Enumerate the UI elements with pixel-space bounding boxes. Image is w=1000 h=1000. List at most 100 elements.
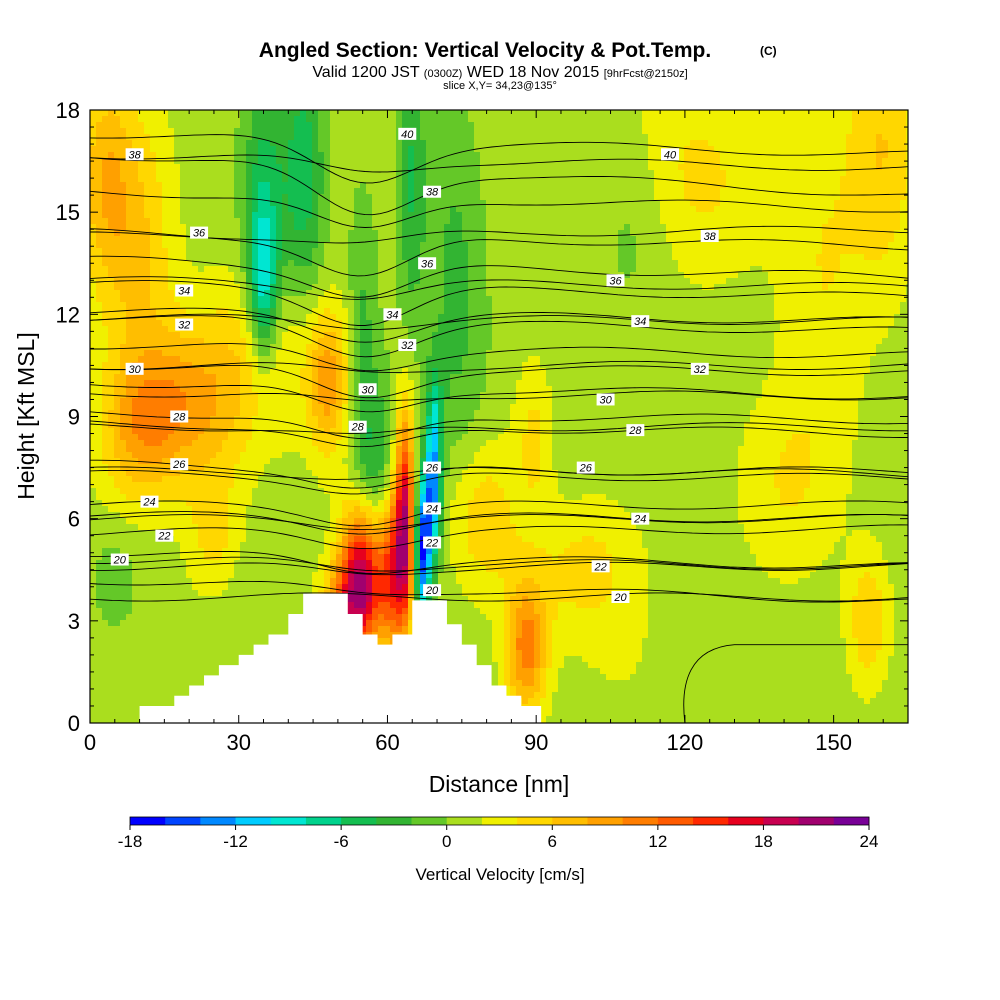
velocity-cell	[288, 410, 295, 417]
velocity-cell	[294, 452, 301, 459]
velocity-cell	[108, 434, 115, 441]
velocity-cell	[348, 488, 355, 495]
velocity-cell	[114, 650, 121, 657]
velocity-cell	[312, 230, 319, 237]
velocity-cell	[168, 506, 175, 513]
velocity-cell	[186, 596, 193, 603]
velocity-cell	[228, 218, 235, 225]
velocity-cell	[276, 320, 283, 327]
velocity-cell	[216, 254, 223, 261]
velocity-cell	[132, 416, 139, 423]
velocity-cell	[144, 206, 151, 213]
velocity-cell	[150, 236, 157, 243]
velocity-cell	[102, 638, 109, 645]
velocity-cell	[138, 212, 145, 219]
velocity-cell	[192, 320, 199, 327]
velocity-cell	[96, 350, 103, 357]
velocity-cell	[282, 194, 289, 201]
velocity-cell	[102, 494, 109, 501]
velocity-cell	[222, 290, 229, 297]
velocity-cell	[222, 194, 229, 201]
velocity-cell	[348, 182, 355, 189]
velocity-cell	[276, 452, 283, 459]
velocity-cell	[300, 464, 307, 471]
velocity-cell	[360, 362, 367, 369]
velocity-cell	[360, 488, 367, 495]
velocity-cell	[126, 272, 133, 279]
velocity-cell	[270, 590, 277, 597]
velocity-cell	[234, 266, 241, 273]
velocity-cell	[210, 482, 217, 489]
velocity-cell	[270, 434, 277, 441]
velocity-cell	[96, 314, 103, 321]
velocity-cell	[342, 374, 349, 381]
velocity-cell	[306, 326, 313, 333]
velocity-cell	[378, 338, 385, 345]
velocity-cell	[126, 554, 133, 561]
velocity-cell	[300, 506, 307, 513]
velocity-cell	[360, 158, 367, 165]
velocity-cell	[300, 140, 307, 147]
velocity-cell	[150, 188, 157, 195]
velocity-cell	[216, 302, 223, 309]
velocity-cell	[192, 290, 199, 297]
velocity-cell	[246, 596, 253, 603]
velocity-cell	[288, 224, 295, 231]
velocity-cell	[120, 368, 127, 375]
velocity-cell	[216, 218, 223, 225]
velocity-cell	[108, 692, 115, 699]
velocity-cell	[174, 614, 181, 621]
velocity-cell	[90, 278, 97, 285]
velocity-cell	[156, 176, 163, 183]
velocity-cell	[372, 266, 379, 273]
velocity-cell	[270, 620, 277, 627]
velocity-cell	[180, 500, 187, 507]
velocity-cell	[144, 548, 151, 555]
velocity-cell	[120, 344, 127, 351]
velocity-cell	[348, 386, 355, 393]
velocity-cell	[150, 548, 157, 555]
velocity-cell	[228, 608, 235, 615]
velocity-cell	[240, 428, 247, 435]
velocity-cell	[138, 188, 145, 195]
velocity-cell	[228, 110, 235, 117]
velocity-cell	[102, 398, 109, 405]
velocity-cell	[360, 440, 367, 447]
velocity-cell	[276, 176, 283, 183]
velocity-cell	[156, 452, 163, 459]
velocity-cell	[288, 152, 295, 159]
velocity-cell	[210, 434, 217, 441]
velocity-cell	[216, 470, 223, 477]
velocity-cell	[120, 536, 127, 543]
velocity-cell	[156, 212, 163, 219]
velocity-cell	[96, 146, 103, 153]
velocity-cell	[312, 152, 319, 159]
velocity-cell	[150, 170, 157, 177]
velocity-cell	[90, 122, 97, 129]
velocity-cell	[90, 242, 97, 249]
velocity-cell	[222, 188, 229, 195]
velocity-cell	[324, 368, 331, 375]
velocity-cell	[306, 152, 313, 159]
velocity-cell	[102, 356, 109, 363]
velocity-cell	[210, 218, 217, 225]
velocity-cell	[150, 506, 157, 513]
velocity-cell	[342, 512, 349, 519]
velocity-cell	[306, 476, 313, 483]
velocity-cell	[216, 434, 223, 441]
velocity-cell	[162, 476, 169, 483]
velocity-cell	[318, 518, 325, 525]
velocity-cell	[270, 254, 277, 261]
velocity-cell	[234, 242, 241, 249]
velocity-cell	[120, 248, 127, 255]
velocity-cell	[126, 332, 133, 339]
velocity-cell	[144, 410, 151, 417]
velocity-cell	[300, 134, 307, 141]
velocity-cell	[126, 380, 133, 387]
velocity-cell	[204, 260, 211, 267]
velocity-cell	[120, 302, 127, 309]
velocity-cell	[204, 608, 211, 615]
velocity-cell	[264, 524, 271, 531]
velocity-cell	[270, 608, 277, 615]
velocity-cell	[228, 518, 235, 525]
